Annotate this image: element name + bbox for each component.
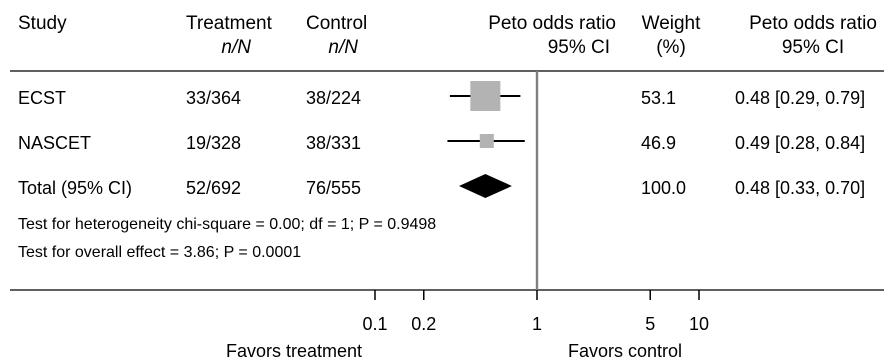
footnote-overall-effect: Test for overall effect = 3.86; P = 0.00… bbox=[18, 244, 302, 261]
pooled-diamond bbox=[458, 174, 512, 198]
header-study: Study bbox=[18, 13, 67, 34]
header-treatment-sub: n/N bbox=[221, 37, 251, 58]
header-control-sub: n/N bbox=[328, 37, 358, 58]
row-nascet-study: NASCET bbox=[18, 133, 92, 153]
row-ecst-study: ECST bbox=[18, 88, 67, 108]
row-total-treatment: 52/692 bbox=[186, 178, 242, 198]
row-nascet-weight: 46.9 bbox=[641, 133, 677, 153]
header-plot-title: Peto odds ratio bbox=[488, 13, 616, 34]
footnote-heterogeneity: Test for heterogeneity chi-square = 0.00… bbox=[18, 216, 437, 233]
row-nascet-control: 38/331 bbox=[306, 133, 362, 153]
row-total-control: 76/555 bbox=[306, 178, 362, 198]
x-tick-label: 10 bbox=[689, 314, 709, 334]
row-ecst-control: 38/224 bbox=[306, 88, 362, 108]
row-ecst-weight: 53.1 bbox=[641, 88, 677, 108]
row-total-weight: 100.0 bbox=[641, 178, 687, 198]
row-total-ci: 0.48 [0.33, 0.70] bbox=[735, 178, 866, 198]
row-total-study: Total (95% CI) bbox=[18, 178, 133, 198]
header-weight: Weight bbox=[641, 13, 701, 34]
x-tick-label: 1 bbox=[532, 314, 542, 334]
header-weight-sub: (%) bbox=[656, 37, 686, 58]
x-tick-label: 0.2 bbox=[411, 314, 436, 334]
effect-square-ecst bbox=[470, 81, 501, 111]
x-tick-label: 5 bbox=[645, 314, 655, 334]
favors-control-label: Favors control bbox=[568, 341, 683, 361]
header-plot-sub: 95% CI bbox=[547, 37, 610, 58]
effect-square-nascet bbox=[479, 134, 494, 148]
header-ci-title: Peto odds ratio bbox=[749, 13, 877, 34]
x-tick-label: 0.1 bbox=[362, 314, 387, 334]
header-treatment: Treatment bbox=[186, 13, 272, 34]
row-ecst-ci: 0.48 [0.29, 0.79] bbox=[735, 88, 866, 108]
row-ecst-treatment: 33/364 bbox=[186, 88, 242, 108]
favors-treatment-label: Favors treatment bbox=[226, 341, 363, 361]
header-ci-sub: 95% CI bbox=[781, 37, 845, 58]
header-control: Control bbox=[306, 13, 368, 34]
row-nascet-ci: 0.49 [0.28, 0.84] bbox=[735, 133, 866, 153]
row-nascet-treatment: 19/328 bbox=[186, 133, 242, 153]
